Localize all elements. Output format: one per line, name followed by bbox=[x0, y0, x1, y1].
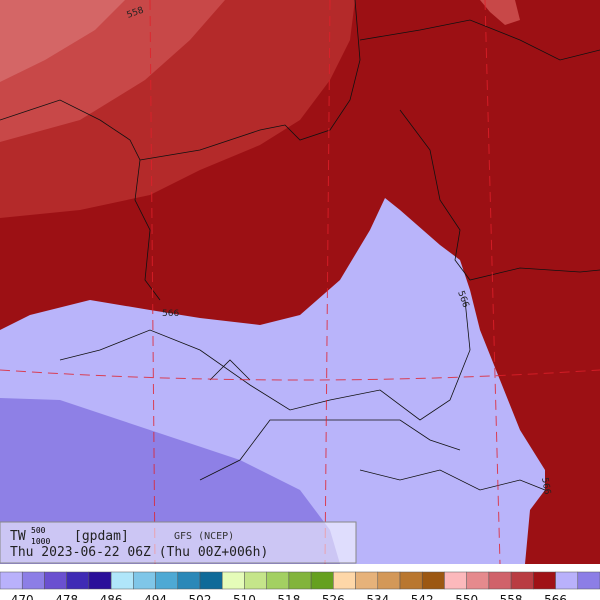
contour-label: 566 bbox=[162, 309, 179, 319]
colorbar-label: 542 bbox=[411, 593, 434, 600]
colorbar-swatch bbox=[333, 571, 356, 590]
units: [gpdam] bbox=[74, 529, 129, 544]
colorbar-swatch bbox=[533, 571, 556, 590]
colorbar-swatch bbox=[444, 571, 467, 590]
variable: TW bbox=[10, 529, 26, 544]
colorbar-swatch bbox=[221, 571, 245, 590]
colorbar-label: 470 bbox=[11, 593, 34, 600]
colorbar-swatch bbox=[355, 571, 379, 590]
colorbar-swatch bbox=[110, 571, 134, 590]
colorbar-swatch bbox=[266, 571, 290, 590]
colorbar: 470 478 486 494 502 510 518 526 534 542 550 558 566 bbox=[0, 571, 600, 600]
field-band bbox=[0, 0, 125, 82]
colorbar-swatch bbox=[399, 571, 423, 590]
legend-box bbox=[0, 521, 357, 564]
colorbar-swatch bbox=[88, 571, 112, 590]
colorbar-swatch bbox=[199, 571, 223, 590]
model: GFS (NCEP) bbox=[174, 531, 234, 542]
colorbar-label: 486 bbox=[100, 593, 123, 600]
valid-time: Thu 2023-06-22 06Z (Thu 00Z+006h) bbox=[10, 545, 268, 560]
colorbar-label: 478 bbox=[55, 593, 78, 600]
colorbar-swatch bbox=[133, 571, 156, 590]
colorbar-label: 550 bbox=[455, 593, 478, 600]
field-band bbox=[480, 0, 520, 25]
colorbar-swatch bbox=[510, 571, 534, 590]
colorbar-swatch bbox=[155, 571, 179, 590]
colorbar-swatch bbox=[44, 571, 67, 590]
colorbar-swatch bbox=[488, 571, 512, 590]
colorbar-swatch bbox=[66, 571, 90, 590]
colorbar-label: 510 bbox=[233, 593, 256, 600]
upper-level: 500 bbox=[31, 526, 46, 535]
colorbar-label: 494 bbox=[144, 593, 167, 600]
colorbar-label: 502 bbox=[189, 593, 212, 600]
colorbar-swatch bbox=[466, 571, 490, 590]
colorbar-swatch bbox=[21, 571, 45, 590]
colorbar-swatch bbox=[421, 571, 445, 590]
colorbar-swatch bbox=[377, 571, 401, 590]
contour-label: 566 bbox=[539, 477, 552, 496]
colorbar-label: 566 bbox=[544, 593, 567, 600]
borders bbox=[0, 0, 600, 491]
colorbar-swatch bbox=[0, 571, 23, 590]
lower-level: 1000 bbox=[31, 537, 50, 546]
colorbar-label: 518 bbox=[277, 593, 300, 600]
colorbar-swatch bbox=[555, 571, 579, 590]
colorbar-swatch bbox=[310, 571, 334, 590]
colorbar-label: 534 bbox=[366, 593, 389, 600]
colorbar-label: 558 bbox=[500, 593, 523, 600]
colorbar-swatch bbox=[288, 571, 312, 590]
colorbar-swatch bbox=[244, 571, 267, 590]
colorbar-swatch bbox=[577, 571, 600, 590]
colorbar-label: 526 bbox=[322, 593, 345, 600]
colorbar-swatch bbox=[177, 571, 201, 590]
